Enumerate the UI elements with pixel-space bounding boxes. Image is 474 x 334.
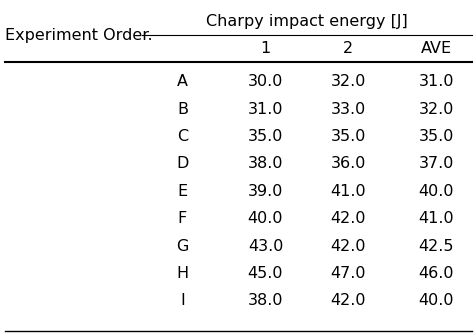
Text: 2: 2: [343, 41, 354, 56]
Text: 46.0: 46.0: [419, 266, 454, 281]
Text: 1: 1: [260, 41, 271, 56]
Text: 30.0: 30.0: [248, 74, 283, 89]
Text: 45.0: 45.0: [248, 266, 283, 281]
Text: 33.0: 33.0: [331, 102, 366, 117]
Text: 32.0: 32.0: [331, 74, 366, 89]
Text: D: D: [176, 157, 189, 171]
Text: 39.0: 39.0: [248, 184, 283, 199]
Text: 47.0: 47.0: [331, 266, 366, 281]
Text: 37.0: 37.0: [419, 157, 454, 171]
Text: 41.0: 41.0: [330, 184, 366, 199]
Text: I: I: [180, 294, 185, 308]
Text: 35.0: 35.0: [419, 129, 454, 144]
Text: 38.0: 38.0: [248, 157, 283, 171]
Text: Charpy impact energy [J]: Charpy impact energy [J]: [206, 14, 408, 29]
Text: 31.0: 31.0: [248, 102, 283, 117]
Text: G: G: [176, 239, 189, 254]
Text: 32.0: 32.0: [419, 102, 454, 117]
Text: 42.0: 42.0: [331, 239, 366, 254]
Text: 42.0: 42.0: [331, 211, 366, 226]
Text: 38.0: 38.0: [248, 294, 283, 308]
Text: 40.0: 40.0: [419, 184, 454, 199]
Text: 43.0: 43.0: [248, 239, 283, 254]
Text: AVE: AVE: [420, 41, 452, 56]
Text: Experiment Order.: Experiment Order.: [5, 28, 152, 42]
Text: 42.5: 42.5: [419, 239, 454, 254]
Text: F: F: [178, 211, 187, 226]
Text: 35.0: 35.0: [248, 129, 283, 144]
Text: 41.0: 41.0: [418, 211, 454, 226]
Text: E: E: [177, 184, 188, 199]
Text: 42.0: 42.0: [331, 294, 366, 308]
Text: 35.0: 35.0: [331, 129, 366, 144]
Text: A: A: [177, 74, 188, 89]
Text: 40.0: 40.0: [248, 211, 283, 226]
Text: 36.0: 36.0: [331, 157, 366, 171]
Text: H: H: [176, 266, 189, 281]
Text: 40.0: 40.0: [419, 294, 454, 308]
Text: C: C: [177, 129, 188, 144]
Text: 31.0: 31.0: [419, 74, 454, 89]
Text: B: B: [177, 102, 188, 117]
